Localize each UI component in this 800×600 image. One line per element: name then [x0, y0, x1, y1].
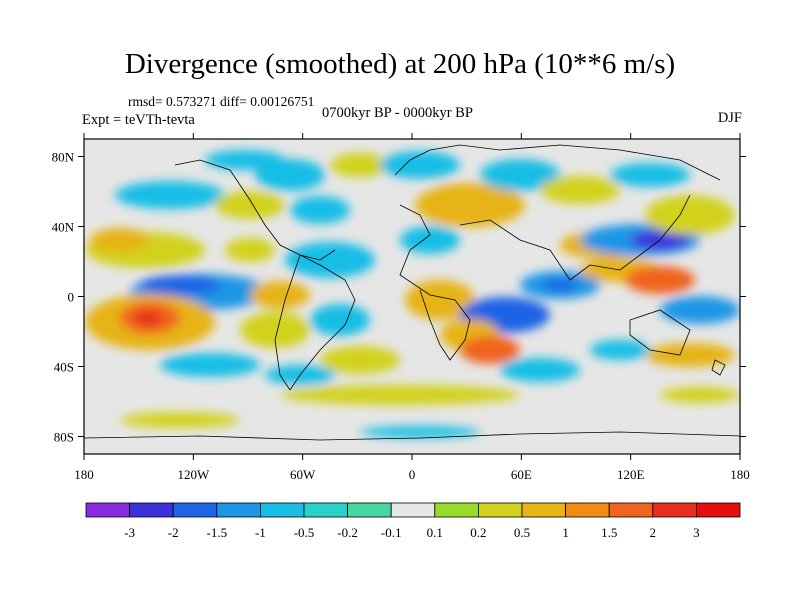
- season-label: DJF: [717, 110, 742, 126]
- colorbar-label: 3: [693, 525, 700, 540]
- colorbar-swatch: [477, 502, 523, 518]
- lat-tick-label: 40N: [52, 220, 75, 235]
- colorbar-label: 0.1: [427, 525, 443, 540]
- colorbar-label: -3: [124, 525, 135, 540]
- colorbar-swatch: [172, 502, 218, 518]
- colorbar-label: -0.2: [337, 525, 358, 540]
- divergence-field: [84, 144, 740, 441]
- colorbar-label: 1.5: [601, 525, 617, 540]
- colorbar-label: -1.5: [207, 525, 228, 540]
- colorbar-swatch: [259, 502, 305, 518]
- colorbar-swatch: [652, 502, 697, 518]
- latitude-axis: 80N 40N 0 40S 80S: [52, 150, 746, 445]
- colorbar-label: 2: [650, 525, 657, 540]
- lon-tick-label: 180: [730, 467, 750, 482]
- colorbar-swatch: [216, 502, 261, 518]
- colorbar-label: -0.1: [381, 525, 402, 540]
- experiment-label: Expt = teVTh-tevta: [82, 112, 195, 128]
- lon-tick-label: 180: [74, 467, 94, 482]
- period-label: 0700kyr BP - 0000kyr BP: [322, 105, 473, 121]
- colorbar-swatch: [390, 502, 436, 518]
- colorbar-swatch: [696, 502, 741, 518]
- colorbar-label: -0.5: [294, 525, 315, 540]
- lat-tick-label: 80N: [52, 150, 75, 165]
- lon-tick-label: 0: [409, 467, 416, 482]
- colorbar-swatch: [303, 502, 348, 518]
- lon-tick-label: 120E: [617, 467, 645, 482]
- colorbar-label: 0.2: [470, 525, 486, 540]
- colorbar-swatch: [85, 502, 130, 518]
- colorbar-label: -2: [168, 525, 179, 540]
- colorbar-swatch: [347, 502, 392, 518]
- coastlines: [84, 144, 740, 441]
- stats-text: rmsd= 0.573271 diff= 0.00126751: [128, 94, 315, 109]
- longitude-axis: 180 120W 60W 0 60E 120E 180: [74, 133, 750, 482]
- colorbar-label: -1: [255, 525, 266, 540]
- colorbar-swatch: [521, 502, 566, 518]
- colorbar-swatch: [129, 502, 174, 518]
- colorbar-swatch: [434, 502, 479, 518]
- colorbar-label: 1: [562, 525, 569, 540]
- colorbar-swatch: [608, 502, 654, 518]
- colorbar: -3 -2 -1.5 -1 -0.5 -0.2 -0.1 0.1 0.2 0.5 1 1.5 2 3: [85, 502, 741, 540]
- lon-tick-label: 120W: [177, 467, 210, 482]
- colorbar-swatch: [565, 502, 610, 518]
- map-title: Divergence (smoothed) at 200 hPa (10**6 …: [124, 48, 676, 80]
- lat-tick-label: 0: [68, 290, 75, 305]
- colorbar-label: 0.5: [514, 525, 530, 540]
- lat-tick-label: 40S: [54, 360, 74, 375]
- lon-tick-label: 60W: [290, 467, 316, 482]
- lat-tick-label: 80S: [54, 430, 74, 445]
- lon-tick-label: 60E: [511, 467, 532, 482]
